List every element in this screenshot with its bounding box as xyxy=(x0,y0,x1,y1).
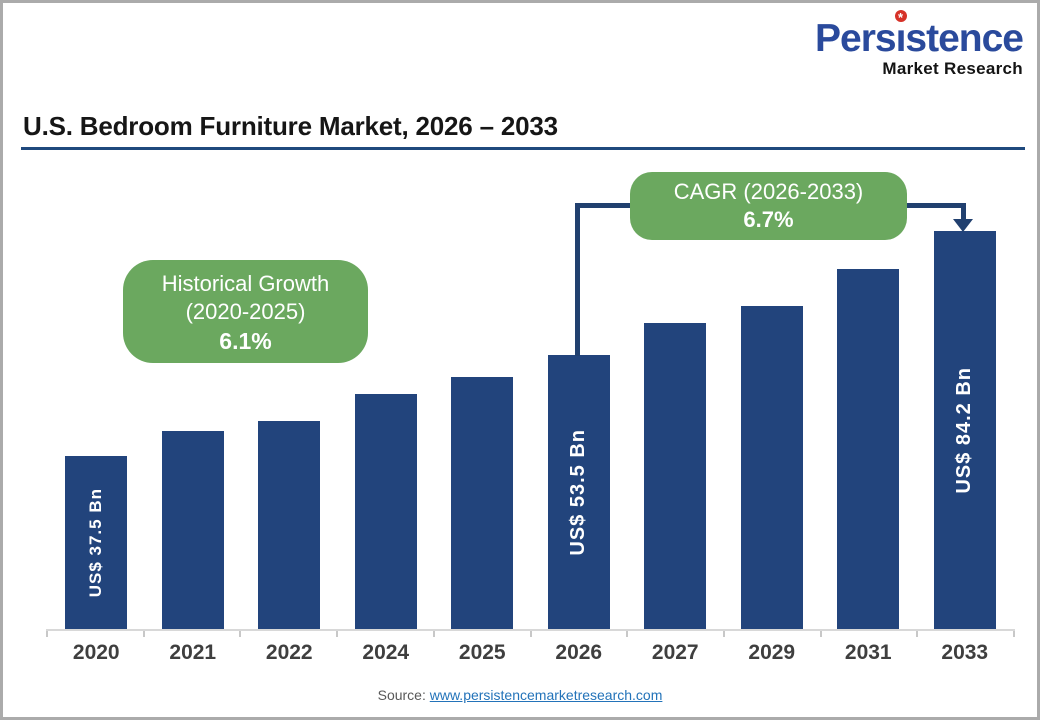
cagr-callout: CAGR (2026-2033) 6.7% xyxy=(630,172,907,240)
x-axis-label-2025: 2025 xyxy=(458,641,506,664)
page-title: U.S. Bedroom Furniture Market, 2026 – 20… xyxy=(23,111,558,141)
source-link[interactable]: www.persistencemarketresearch.com xyxy=(429,687,663,703)
bar-2029 xyxy=(740,306,803,629)
bar-2022 xyxy=(258,421,321,629)
historical-growth-value: 6.1% xyxy=(219,328,272,354)
bar-column-2024 xyxy=(338,168,435,629)
x-axis-tick xyxy=(529,631,532,637)
cagr-connector-stem xyxy=(961,203,966,220)
bar-2025 xyxy=(451,377,514,629)
x-axis-tick xyxy=(722,631,725,637)
historical-growth-label: Historical Growth xyxy=(161,271,330,296)
x-axis-label-2033: 2033 xyxy=(941,641,989,664)
bar-column-2022 xyxy=(241,168,338,629)
bar-column-2021 xyxy=(145,168,242,629)
bar-column-2033: US$ 84.2 Bn xyxy=(917,168,1014,629)
logo-subtitle: Market Research xyxy=(882,59,1023,78)
x-axis-tick xyxy=(46,631,48,637)
x-axis-label-2022: 2022 xyxy=(265,641,313,664)
bar-2024 xyxy=(354,394,417,629)
bar-2021 xyxy=(161,431,224,629)
x-axis-tick xyxy=(626,631,629,637)
bar-value-label-2033: US$ 84.2 Bn xyxy=(953,366,976,494)
x-axis-label-2024: 2024 xyxy=(362,641,410,664)
bar-column-2020: US$ 37.5 Bn xyxy=(48,168,145,629)
cagr-connector-vertical xyxy=(575,203,580,356)
historical-growth-period: (2020-2025) xyxy=(185,299,306,324)
cagr-value: 6.7% xyxy=(743,207,794,232)
x-axis-label-2029: 2029 xyxy=(748,641,796,664)
x-axis-tick xyxy=(142,631,145,637)
bar-value-label-2026: US$ 53.5 Bn xyxy=(567,428,590,556)
x-axis-label-2027: 2027 xyxy=(651,641,699,664)
logo-text-pre: Pers xyxy=(815,17,897,60)
bar-column-2027 xyxy=(627,168,724,629)
x-axis-line xyxy=(46,629,1015,631)
logo-letter-i: ı * xyxy=(894,10,907,60)
x-axis-label-2031: 2031 xyxy=(844,641,892,664)
title-underline xyxy=(21,147,1025,150)
x-axis-tick xyxy=(1013,631,1015,637)
x-axis-tick xyxy=(432,631,435,637)
x-axis-label-2020: 2020 xyxy=(72,641,120,664)
bar-2026: US$ 53.5 Bn xyxy=(547,355,610,629)
x-axis-labels: 2020 2021 2022 2024 2025 2026 2027 2029 2031 2033 xyxy=(48,641,1013,665)
bar-2027 xyxy=(644,323,707,629)
bar-2031 xyxy=(837,269,900,629)
historical-growth-callout: Historical Growth (2020-2025) 6.1% xyxy=(123,260,368,363)
logo-text-post: stence xyxy=(905,17,1024,60)
source-prefix: Source: xyxy=(377,687,430,703)
logo-dotless-i: ı xyxy=(895,17,907,60)
logo: Persı * stence Market Research xyxy=(815,10,1024,78)
x-axis-label-2026: 2026 xyxy=(555,641,603,664)
logo-wordmark: Persı * stence xyxy=(815,10,1024,60)
x-axis-tick xyxy=(336,631,339,637)
x-axis-tick xyxy=(916,631,919,637)
bar-column-2026: US$ 53.5 Bn xyxy=(531,168,628,629)
x-axis-tick xyxy=(819,631,822,637)
bar-2020: US$ 37.5 Bn xyxy=(65,456,128,629)
logo-star-icon: * xyxy=(894,10,907,25)
bar-value-label-2020: US$ 37.5 Bn xyxy=(86,487,106,598)
x-axis-tick xyxy=(239,631,242,637)
bar-column-2031 xyxy=(820,168,917,629)
bar-column-2025 xyxy=(434,168,531,629)
x-axis-label-2021: 2021 xyxy=(169,641,217,664)
bar-2033: US$ 84.2 Bn xyxy=(933,231,996,629)
bar-column-2029 xyxy=(724,168,821,629)
cagr-arrow-down-icon xyxy=(953,219,973,232)
bar-chart: US$ 37.5 Bn US$ 53.5 Bn US$ 84.2 Bn xyxy=(48,168,1013,629)
cagr-label: CAGR (2026-2033) xyxy=(673,179,864,204)
source-line: Source: www.persistencemarketresearch.co… xyxy=(3,687,1037,703)
